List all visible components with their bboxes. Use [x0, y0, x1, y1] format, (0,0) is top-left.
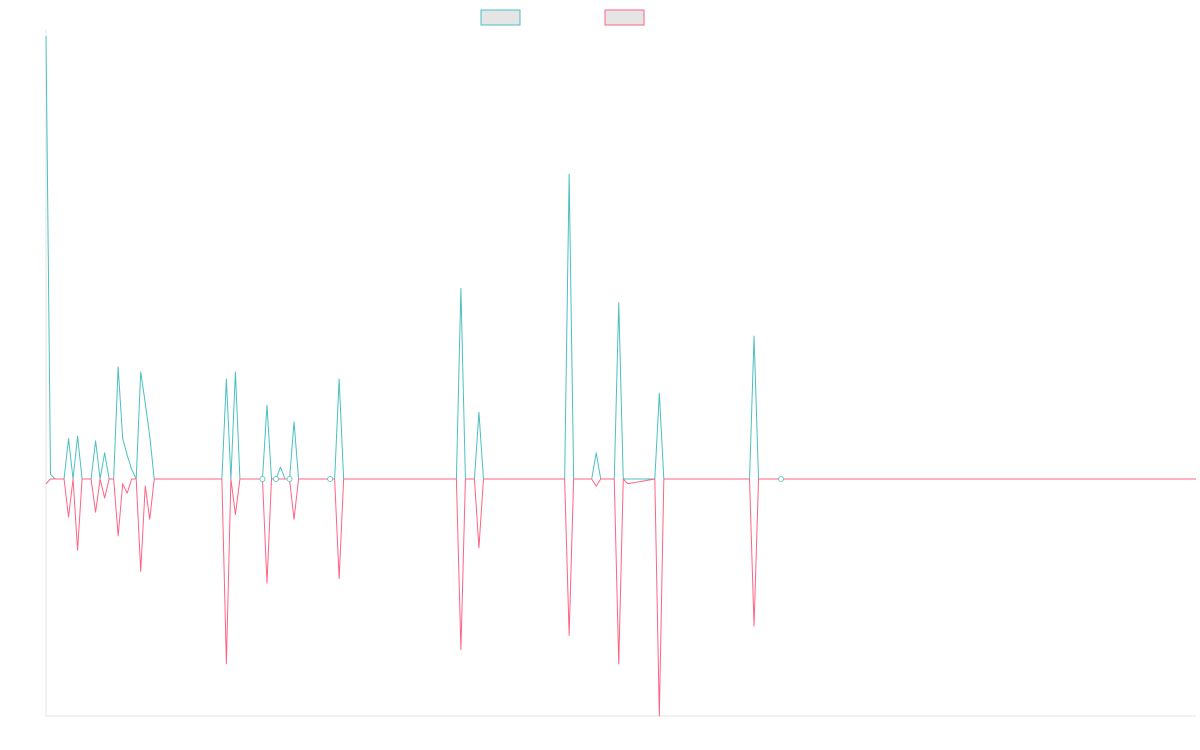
chart-axes — [45, 30, 1196, 717]
data-point-marker — [259, 476, 266, 482]
data-point-marker — [273, 476, 279, 482]
series-line-2 — [45, 478, 1196, 717]
series-layer — [45, 35, 1196, 717]
legend-swatch-series-1[interactable] — [480, 9, 521, 26]
data-point-marker — [286, 476, 293, 482]
marker-layer — [259, 476, 784, 482]
data-point-marker — [778, 476, 784, 482]
series-line-1 — [45, 35, 1196, 480]
chart-legend — [480, 9, 645, 26]
data-point-marker — [327, 476, 334, 482]
legend-swatch-series-2[interactable] — [604, 9, 645, 26]
